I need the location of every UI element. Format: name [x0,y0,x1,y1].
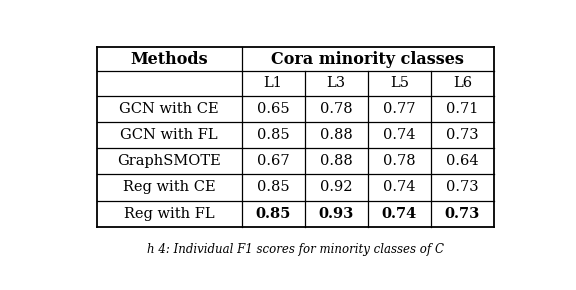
Text: L3: L3 [327,77,346,90]
Text: 0.65: 0.65 [257,102,289,116]
Text: GCN with FL: GCN with FL [120,128,218,142]
Text: 0.92: 0.92 [320,180,353,195]
Text: 0.88: 0.88 [320,154,353,168]
Text: 0.77: 0.77 [383,102,415,116]
Text: L1: L1 [264,77,283,90]
Text: 0.85: 0.85 [257,128,289,142]
Text: 0.73: 0.73 [445,207,480,221]
Text: 0.73: 0.73 [446,128,479,142]
Text: Methods: Methods [130,51,208,68]
Text: 0.74: 0.74 [383,180,415,195]
Text: 0.74: 0.74 [383,128,415,142]
Text: 0.78: 0.78 [383,154,415,168]
Text: 0.71: 0.71 [446,102,479,116]
Text: h 4: Individual F1 scores for minority classes of C: h 4: Individual F1 scores for minority c… [147,243,444,256]
Text: 0.73: 0.73 [446,180,479,195]
Text: Reg with FL: Reg with FL [124,207,214,221]
Text: GraphSMOTE: GraphSMOTE [117,154,221,168]
Text: 0.85: 0.85 [257,180,289,195]
Text: 0.64: 0.64 [446,154,479,168]
Text: Reg with CE: Reg with CE [123,180,215,195]
Text: 0.85: 0.85 [255,207,291,221]
Text: 0.74: 0.74 [382,207,417,221]
Text: 0.67: 0.67 [257,154,289,168]
Text: 0.88: 0.88 [320,128,353,142]
Text: Cora minority classes: Cora minority classes [271,51,464,68]
Text: L6: L6 [453,77,472,90]
Text: L5: L5 [390,77,409,90]
Text: 0.93: 0.93 [319,207,354,221]
Text: GCN with CE: GCN with CE [119,102,219,116]
Text: 0.78: 0.78 [320,102,353,116]
